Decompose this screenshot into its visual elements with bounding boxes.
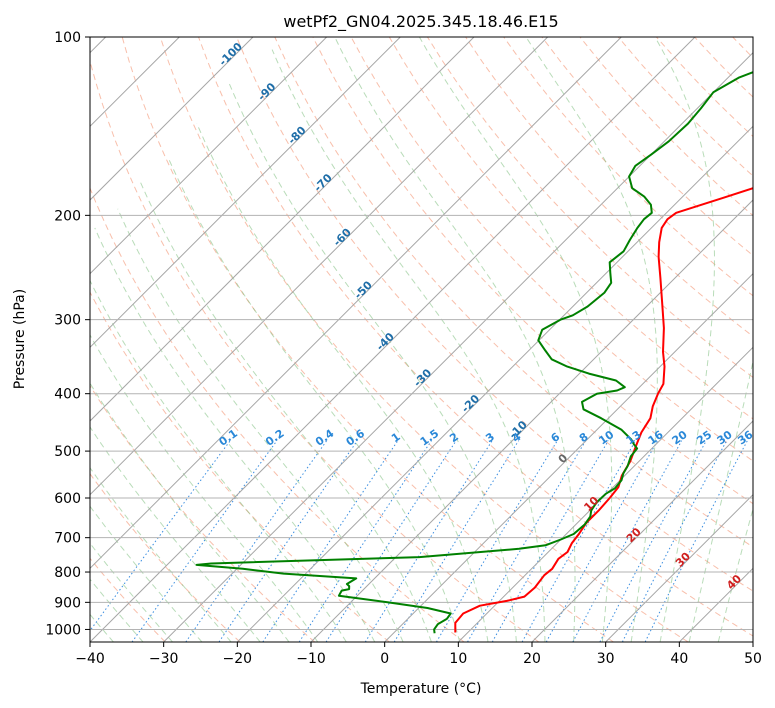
y-tick-label: 800 (54, 565, 81, 581)
moist-adiabat (418, 37, 613, 642)
x-tick-label: −20 (223, 651, 253, 667)
y-tick-label: 500 (54, 444, 81, 460)
moist-adiabat (90, 542, 173, 642)
isotherm-line (605, 493, 753, 642)
moist-adiabat (196, 123, 489, 642)
y-tick-label: 600 (54, 491, 81, 507)
x-tick-label: −10 (296, 651, 326, 667)
dry-adiabat (350, 37, 753, 462)
x-tick-label: −40 (75, 651, 105, 667)
x-tick-label: 40 (670, 651, 688, 667)
x-tick-label: 0 (380, 651, 389, 667)
isotherm-line (90, 37, 328, 275)
dry-adiabat (236, 37, 753, 592)
y-tick-label: 1000 (45, 622, 81, 638)
moist-adiabat (654, 37, 716, 642)
moist-adiabat (228, 83, 517, 642)
dry-adiabat (312, 37, 753, 505)
moist-adiabat (139, 180, 432, 642)
chart-title: wetPf2_GN04.2025.345.18.46.E15 (283, 12, 558, 32)
mixing-ratio-line (325, 440, 457, 642)
y-tick-label: 400 (54, 387, 81, 403)
dry-adiabat (388, 37, 753, 420)
dry-adiabat (159, 37, 689, 642)
y-tick-label: 900 (54, 595, 81, 611)
isotherm-line (90, 37, 549, 496)
moist-adiabat (90, 426, 261, 642)
moist-adiabat (90, 334, 319, 642)
moist-adiabat (271, 49, 546, 642)
temperature-line (454, 187, 753, 633)
isotherm-line (90, 37, 401, 349)
y-axis-label: Pressure (hPa) (12, 289, 28, 389)
dry-adiabat (274, 37, 753, 548)
y-tick-label: 700 (54, 531, 81, 547)
y-tick-label: 300 (54, 313, 81, 329)
isotherm-line (384, 272, 753, 642)
mixing-ratio-line (364, 440, 493, 642)
isotherm-line (531, 420, 753, 642)
moist-adiabat (117, 208, 404, 642)
axes: −40 −30 −20 −10 0 10 20 30 40 50 1000 900 800 700 600 5… (45, 30, 762, 667)
mixing-ratio-line (131, 440, 278, 642)
mixing-ratio-line (435, 440, 558, 642)
dry-adiabat (426, 37, 753, 378)
moist-adiabat (90, 382, 290, 642)
mixing-ratio-line (521, 440, 637, 642)
mixing-ratio-line (545, 440, 659, 642)
moist-adiabat (717, 507, 753, 642)
isotherm-line (90, 37, 475, 422)
isotherm-line (752, 641, 753, 642)
dry-adiabat (465, 37, 753, 338)
x-tick-label: 50 (744, 651, 762, 667)
y-tick-label: 100 (54, 30, 81, 46)
x-tick-label: 20 (523, 651, 541, 667)
dry-adiabat (90, 472, 241, 642)
mixing-ratio-line (90, 440, 231, 632)
x-tick-label: 30 (597, 651, 615, 667)
moist-adiabat (525, 37, 658, 642)
x-axis-label: Temperature (°C) (360, 681, 482, 697)
moist-adiabat (90, 505, 203, 642)
dry-adiabat (503, 37, 753, 297)
dry-adiabat (771, 37, 775, 642)
dry-adiabat (121, 37, 614, 642)
isotherm-line (163, 51, 753, 642)
mixing-ratio-line (467, 440, 587, 642)
x-tick-label: 10 (449, 651, 467, 667)
plot-frame (89, 36, 754, 643)
isotherm-line (90, 37, 622, 570)
moist-adiabat (334, 37, 576, 642)
x-tick-label: −30 (149, 651, 179, 667)
plot-background (90, 37, 753, 642)
dry-adiabat (90, 384, 316, 642)
mixing-ratio-line (298, 440, 432, 642)
moist-adiabat (94, 227, 376, 642)
dry-adiabat (90, 59, 540, 642)
profile-lines (195, 71, 753, 634)
mixing-ratio-line (491, 440, 609, 642)
isotherm-line (310, 199, 753, 642)
moist-adiabat (688, 359, 753, 642)
dewpoint-line (195, 71, 753, 634)
isotherm-line (90, 37, 254, 201)
y-tick-label: 200 (54, 208, 81, 224)
isotherm-line (90, 37, 696, 642)
mixing-ratio-line (262, 440, 399, 642)
dry-adiabat (90, 186, 465, 642)
moist-adiabat (90, 279, 347, 642)
mixing-ratio-line (644, 440, 748, 642)
mixing-ratio-label: 36 (735, 428, 755, 448)
dry-adiabat (90, 291, 390, 642)
isotherm-line (236, 125, 753, 642)
moist-adiabat (90, 466, 232, 642)
mixing-ratio-line (572, 440, 683, 642)
mixing-ratio-line (185, 440, 328, 642)
